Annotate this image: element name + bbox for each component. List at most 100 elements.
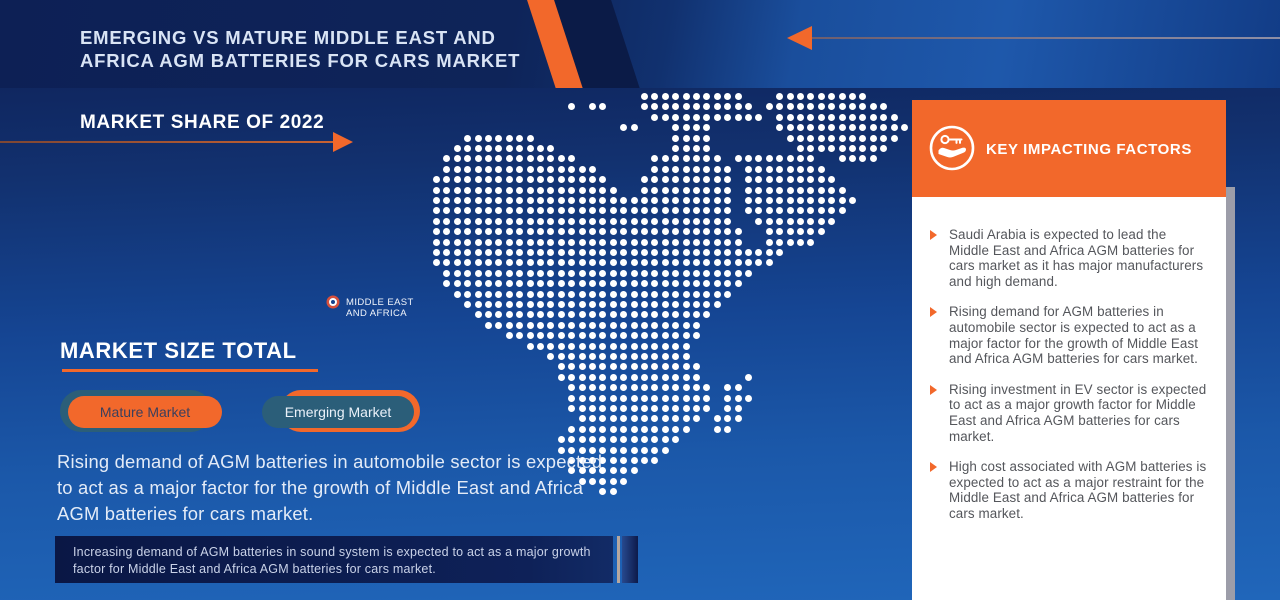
map-dot (703, 249, 711, 256)
map-dot (464, 155, 472, 163)
map-dot (578, 197, 586, 204)
map-dot (641, 384, 648, 392)
map-dot (578, 321, 586, 329)
map-dot (724, 207, 732, 215)
map-dot (599, 301, 607, 308)
map-dot (557, 165, 565, 173)
map-dot (745, 197, 752, 204)
map-dot (557, 259, 565, 267)
map-dot (526, 217, 534, 225)
key-factors-title: KEY IMPACTING FACTORS (986, 141, 1192, 158)
map-dot (776, 197, 784, 204)
footnote-end-block (622, 536, 638, 583)
map-dot (568, 238, 576, 246)
map-dot (838, 197, 846, 204)
map-dot (474, 249, 482, 256)
market-description: Rising demand of AGM batteries in automo… (57, 449, 602, 527)
map-dot (620, 301, 628, 308)
hand-holding-key-icon (929, 125, 975, 171)
map-dot (734, 269, 742, 277)
map-dot (526, 259, 534, 267)
map-dot (745, 373, 752, 381)
map-dot (651, 269, 659, 277)
map-dot (641, 186, 648, 194)
map-dot (609, 301, 617, 308)
map-dot (672, 165, 680, 173)
map-dot (745, 103, 752, 111)
map-dot (568, 321, 576, 329)
map-dot (589, 446, 596, 454)
map-dot (651, 113, 659, 121)
map-dot (433, 238, 440, 246)
mature-market-button[interactable]: Mature Market (68, 396, 222, 428)
map-dot (589, 301, 596, 308)
map-dot (817, 217, 825, 225)
map-dot (485, 301, 492, 308)
map-dot (526, 176, 534, 184)
map-dot (682, 280, 690, 288)
map-dot (453, 165, 461, 173)
map-dot (443, 186, 451, 194)
map-dot (807, 113, 815, 121)
map-dot (682, 363, 690, 371)
emerging-market-button[interactable]: Emerging Market (262, 396, 414, 428)
map-dot (474, 290, 482, 298)
map-dot (620, 342, 628, 350)
map-dot (693, 405, 700, 412)
map-dot (661, 176, 669, 184)
map-dot (724, 425, 732, 433)
map-dot (630, 394, 638, 402)
map-dot (651, 332, 659, 340)
map-dot (547, 207, 555, 215)
map-dot (661, 165, 669, 173)
target-marker-icon (329, 298, 337, 306)
map-dot (568, 259, 576, 267)
map-dot (682, 321, 690, 329)
map-dot (734, 415, 742, 423)
map-dot (568, 217, 576, 225)
map-dot (568, 155, 576, 163)
map-dot (505, 207, 513, 215)
map-dot (651, 93, 659, 100)
map-dot (817, 124, 825, 132)
map-dot (776, 165, 784, 173)
map-dot (703, 280, 711, 288)
map-dot (516, 186, 524, 194)
map-dot (526, 228, 534, 236)
map-dot (599, 290, 607, 298)
map-dot (568, 467, 576, 475)
map-dot (713, 415, 721, 423)
map-dot (651, 425, 659, 433)
map-dot (630, 249, 638, 256)
map-dot (672, 124, 680, 132)
map-dot (713, 176, 721, 184)
map-dot (641, 103, 648, 111)
map-dot (703, 155, 711, 163)
map-dot (599, 373, 607, 381)
map-dot (672, 415, 680, 423)
map-dot (526, 155, 534, 163)
map-dot (609, 394, 617, 402)
map-dot (464, 134, 472, 142)
map-dot (693, 394, 700, 402)
map-dot (537, 342, 544, 350)
map-dot (464, 186, 472, 194)
map-dot (651, 436, 659, 444)
map-dot (807, 228, 815, 236)
map-dot (682, 332, 690, 340)
map-dot (578, 457, 586, 464)
map-dot (682, 113, 690, 121)
map-dot (505, 321, 513, 329)
map-dot (557, 301, 565, 308)
map-dot (807, 238, 815, 246)
map-dot (599, 259, 607, 267)
map-dot (526, 197, 534, 204)
market-size-title: MARKET SIZE TOTAL (60, 338, 297, 363)
map-dot (485, 197, 492, 204)
map-dot (620, 477, 628, 485)
map-dot (828, 176, 836, 184)
map-dot (682, 197, 690, 204)
map-dot (703, 113, 711, 121)
map-dot (599, 457, 607, 464)
map-dot (880, 124, 888, 132)
